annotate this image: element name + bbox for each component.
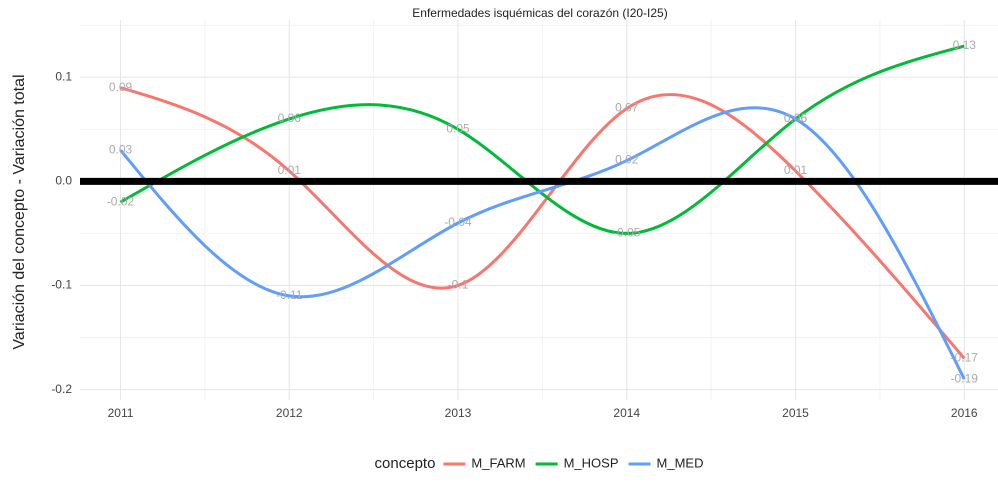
x-tick-label: 2011 <box>108 406 134 420</box>
y-tick-label: 0.1 <box>55 69 72 83</box>
data-label: 0.05 <box>446 121 470 135</box>
data-label: 0.06 <box>784 111 808 125</box>
data-label: -0.11 <box>276 288 303 302</box>
legend: concepto M_FARM M_HOSP M_MED <box>375 455 704 472</box>
data-label: 0.07 <box>615 101 639 115</box>
data-label: 0.09 <box>109 80 133 94</box>
x-tick-label: 2014 <box>613 406 640 420</box>
data-label: 0.13 <box>953 38 977 52</box>
y-axis-label: Variación del concepto - Variación total <box>11 74 28 349</box>
data-label: 0.02 <box>615 153 639 167</box>
x-tick-label: 2016 <box>951 406 978 420</box>
x-tick-label: 2012 <box>276 406 303 420</box>
series-line <box>119 44 965 235</box>
data-label: 0.03 <box>109 142 133 156</box>
legend-label: M_MED <box>657 455 704 470</box>
data-label: -0.17 <box>951 351 979 365</box>
chart-title: Enfermedades isquémicas del corazón (I20… <box>412 6 667 20</box>
data-label: 0.06 <box>784 111 808 125</box>
y-tick-label: -0.2 <box>51 382 72 396</box>
data-label: -0.05 <box>613 226 641 240</box>
data-label: -0.1 <box>448 278 469 292</box>
legend-label: M_HOSP <box>564 455 619 470</box>
data-label: -0.19 <box>951 371 979 385</box>
data-label: -0.02 <box>107 194 135 208</box>
data-label: -0.04 <box>444 215 472 229</box>
data-label: 0.01 <box>784 163 808 177</box>
series-line <box>119 106 966 380</box>
x-tick-label: 2015 <box>782 406 809 420</box>
x-tick-label: 2013 <box>445 406 472 420</box>
data-label: 0.06 <box>278 111 302 125</box>
y-tick-label: -0.1 <box>51 278 72 292</box>
legend-title: concepto <box>375 455 436 472</box>
legend-label: M_FARM <box>471 455 525 470</box>
y-tick-label: 0.0 <box>55 174 72 188</box>
data-label: 0.01 <box>278 163 302 177</box>
